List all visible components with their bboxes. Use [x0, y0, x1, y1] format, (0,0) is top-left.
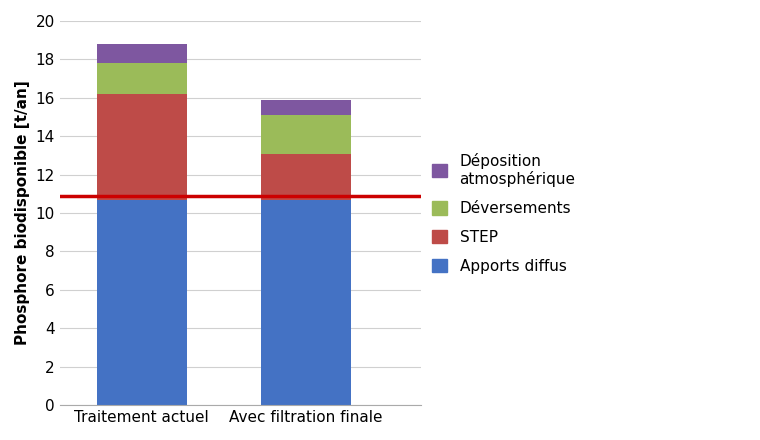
Bar — [261, 200, 351, 405]
Bar — [97, 44, 187, 63]
Bar — [97, 94, 187, 200]
Bar — [97, 63, 187, 94]
Bar — [97, 200, 187, 405]
Legend: Déposition
atmosphérique, Déversements, STEP, Apports diffus: Déposition atmosphérique, Déversements, … — [432, 153, 575, 274]
Bar — [261, 154, 351, 200]
Bar — [261, 100, 351, 115]
Y-axis label: Phosphore biodisponible [t/an]: Phosphore biodisponible [t/an] — [15, 81, 30, 345]
Bar — [261, 115, 351, 154]
